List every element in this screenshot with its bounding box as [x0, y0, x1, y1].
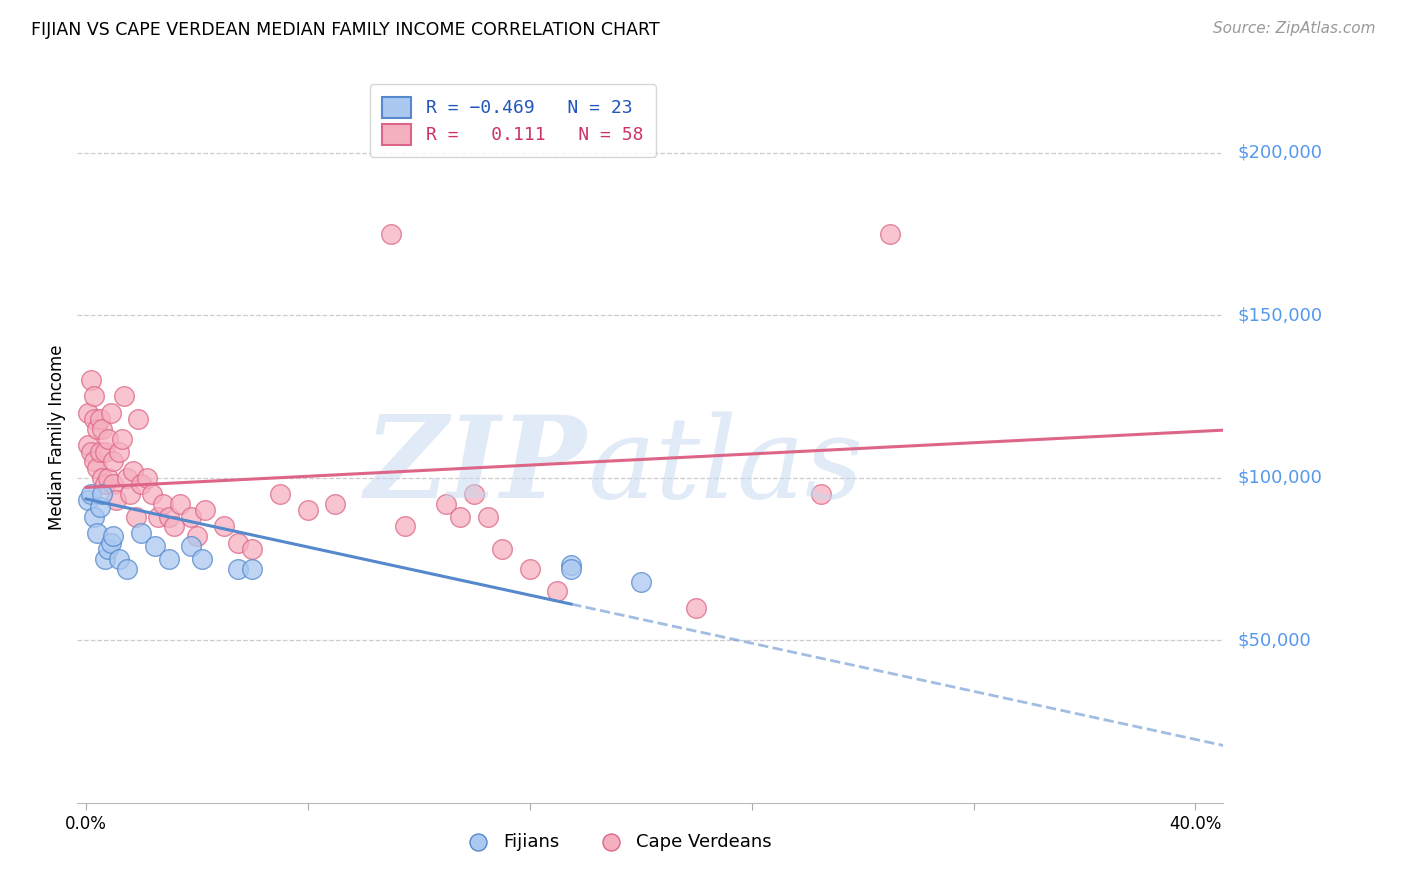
Point: [83, 389, 105, 403]
Point: [86, 422, 108, 436]
Point: [169, 497, 191, 511]
Point: [560, 558, 582, 573]
Point: [477, 509, 499, 524]
Legend: Fijians, Cape Verdeans: Fijians, Cape Verdeans: [453, 826, 779, 858]
Point: [226, 535, 249, 549]
Point: [103, 454, 125, 468]
Text: $100,000: $100,000: [1237, 468, 1322, 487]
Point: [240, 562, 263, 576]
Point: [94, 552, 117, 566]
Point: [143, 539, 166, 553]
Point: [127, 412, 149, 426]
Text: ZIP: ZIP: [366, 411, 588, 522]
Y-axis label: Median Family Income: Median Family Income: [48, 344, 66, 530]
Point: [163, 519, 186, 533]
Point: [86, 526, 108, 541]
Point: [124, 509, 146, 524]
Point: [94, 477, 117, 491]
Point: [394, 519, 416, 533]
Point: [83, 509, 105, 524]
Point: [325, 497, 347, 511]
Point: [100, 535, 122, 549]
Point: [77, 438, 100, 452]
Point: [180, 539, 202, 553]
Point: [91, 422, 114, 436]
Point: [879, 227, 901, 241]
Point: [117, 562, 139, 576]
Text: atlas: atlas: [588, 411, 863, 522]
Point: [226, 562, 249, 576]
Point: [152, 497, 174, 511]
Point: [97, 471, 120, 485]
Point: [118, 487, 141, 501]
Point: [77, 493, 100, 508]
Point: [157, 509, 180, 524]
Point: [77, 406, 100, 420]
Point: [194, 503, 217, 517]
Point: [97, 542, 120, 557]
Point: [103, 529, 125, 543]
Point: [157, 552, 180, 566]
Text: FIJIAN VS CAPE VERDEAN MEDIAN FAMILY INCOME CORRELATION CHART: FIJIAN VS CAPE VERDEAN MEDIAN FAMILY INC…: [31, 21, 659, 39]
Point: [214, 519, 236, 533]
Point: [269, 487, 291, 501]
Point: [97, 432, 120, 446]
Point: [191, 552, 214, 566]
Point: [100, 406, 122, 420]
Point: [83, 412, 105, 426]
Point: [91, 487, 114, 501]
Point: [491, 542, 513, 557]
Point: [108, 444, 131, 458]
Point: [186, 529, 208, 543]
Point: [810, 487, 832, 501]
Point: [117, 471, 139, 485]
Point: [546, 584, 568, 599]
Point: [630, 574, 652, 589]
Text: Source: ZipAtlas.com: Source: ZipAtlas.com: [1212, 21, 1375, 37]
Point: [89, 412, 111, 426]
Point: [141, 487, 163, 501]
Point: [297, 503, 319, 517]
Point: [94, 444, 117, 458]
Point: [105, 493, 128, 508]
Point: [80, 487, 103, 501]
Point: [80, 373, 103, 387]
Point: [80, 444, 103, 458]
Point: [129, 526, 152, 541]
Point: [103, 477, 125, 491]
Point: [560, 562, 582, 576]
Point: [91, 471, 114, 485]
Point: [129, 477, 152, 491]
Point: [114, 389, 136, 403]
Point: [89, 444, 111, 458]
Point: [380, 227, 402, 241]
Text: $200,000: $200,000: [1237, 144, 1322, 161]
Point: [86, 461, 108, 475]
Point: [449, 509, 471, 524]
Point: [111, 432, 134, 446]
Text: $150,000: $150,000: [1237, 306, 1322, 324]
Point: [240, 542, 263, 557]
Point: [146, 509, 169, 524]
Point: [519, 562, 541, 576]
Point: [121, 464, 143, 478]
Point: [83, 454, 105, 468]
Point: [108, 552, 131, 566]
Point: [434, 497, 457, 511]
Point: [135, 471, 157, 485]
Text: $50,000: $50,000: [1237, 632, 1310, 649]
Point: [685, 600, 707, 615]
Point: [89, 500, 111, 514]
Point: [180, 509, 202, 524]
Point: [463, 487, 485, 501]
